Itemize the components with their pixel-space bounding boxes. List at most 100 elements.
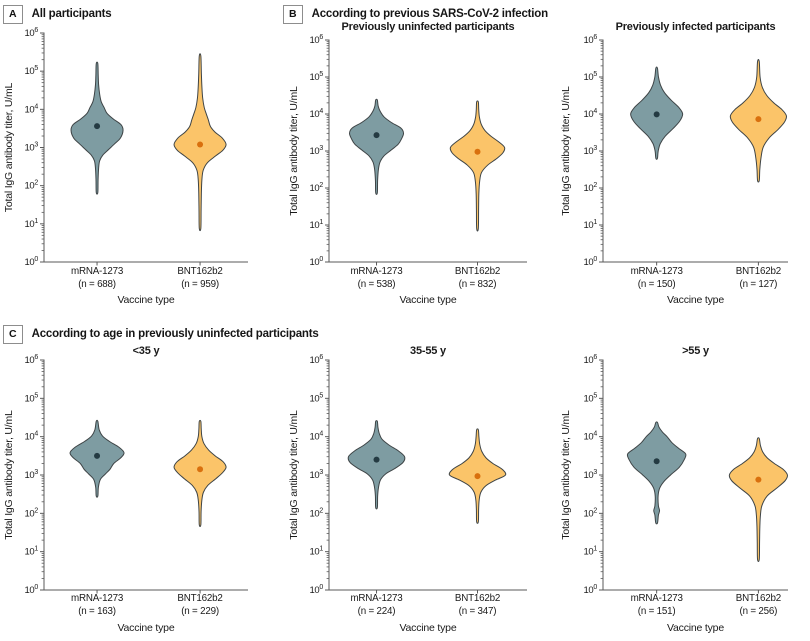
x-tick-label-n: (n = 256) xyxy=(740,606,778,617)
median-dot-BNT162b2 xyxy=(474,473,481,480)
x-tick-label-n: (n = 224) xyxy=(358,606,396,617)
y-tick-label: 100 xyxy=(309,584,323,596)
y-tick-label: 101 xyxy=(24,546,38,558)
x-tick-label-vaccine: mRNA-1273 xyxy=(71,266,124,277)
y-tick-label: 105 xyxy=(24,65,38,77)
x-axis-title: Vaccine type xyxy=(400,622,457,634)
y-axis-title: Total IgG antibody titer, U/mL xyxy=(560,410,572,540)
y-tick-label: 101 xyxy=(309,219,323,231)
median-dot-BNT162b2 xyxy=(755,476,762,483)
x-axis-title: Vaccine type xyxy=(118,622,175,634)
y-tick-label: 100 xyxy=(24,256,38,268)
y-tick-label: 103 xyxy=(309,469,323,481)
panel-a-title: All participants xyxy=(31,8,112,21)
x-tick-label-n: (n = 127) xyxy=(740,279,778,290)
panel-a-letter-box: A xyxy=(3,5,23,24)
y-tick-label: 103 xyxy=(24,469,38,481)
panel-c-left: C According to age in previously uninfec… xyxy=(0,320,319,641)
y-tick-label: 100 xyxy=(583,584,597,596)
panel-a-header: A All participants xyxy=(3,5,112,24)
subplot-title: Previously infected participants xyxy=(616,21,776,33)
x-tick-label-n: (n = 959) xyxy=(181,279,219,290)
x-tick-label-n: (n = 163) xyxy=(78,606,116,617)
subplot-title: 35-55 y xyxy=(410,345,447,357)
panel-c-letter-box: C xyxy=(3,325,23,344)
y-axis-title: Total IgG antibody titer, U/mL xyxy=(288,410,300,540)
median-dot-mRNA-1273 xyxy=(94,123,101,130)
y-tick-label: 102 xyxy=(583,182,597,194)
violin-mRNA-1273 xyxy=(349,98,405,195)
y-tick-label: 106 xyxy=(583,34,597,46)
y-tick-label: 104 xyxy=(583,108,597,120)
x-tick-label-vaccine: BNT162b2 xyxy=(736,593,781,604)
y-tick-label: 102 xyxy=(309,507,323,519)
y-tick-label: 106 xyxy=(583,354,597,366)
y-tick-label: 101 xyxy=(583,219,597,231)
y-axis-title: Total IgG antibody titer, U/mL xyxy=(3,410,15,540)
x-tick-label-vaccine: BNT162b2 xyxy=(455,593,500,604)
y-tick-label: 102 xyxy=(24,180,38,192)
y-tick-label: 102 xyxy=(583,507,597,519)
panel-c-middle: 35-55 y 100 101 102 103 104 105 106 Total IgG an… xyxy=(280,320,540,641)
y-tick-label: 100 xyxy=(583,256,597,268)
y-tick-label: 101 xyxy=(583,546,597,558)
panel-a: A All participants 100 101 102 103 104 105 106… xyxy=(0,0,280,320)
x-tick-label-vaccine: mRNA-1273 xyxy=(631,266,684,277)
x-axis-title: Vaccine type xyxy=(400,294,457,306)
x-tick-label-vaccine: mRNA-1273 xyxy=(631,593,684,604)
violin-chart-B1: Previously uninfected participants 100 101… xyxy=(288,21,527,306)
subplot-title: <35 y xyxy=(133,345,161,357)
y-tick-label: 105 xyxy=(309,71,323,83)
y-tick-label: 105 xyxy=(583,392,597,404)
x-tick-label-n: (n = 150) xyxy=(638,279,676,290)
violin-chart-C3: >55 y 100 101 102 103 104 105 106 Total IgG anti… xyxy=(560,345,788,634)
y-tick-label: 102 xyxy=(24,507,38,519)
panel-b-right: Previously infected participants 100 101 10… xyxy=(540,0,810,320)
x-tick-label-vaccine: mRNA-1273 xyxy=(350,593,403,604)
violin-chart-B2: Previously infected participants 100 101 10… xyxy=(560,21,788,306)
x-tick-label-vaccine: BNT162b2 xyxy=(736,266,781,277)
y-tick-label: 103 xyxy=(24,142,38,154)
panel-b-title: According to previous SARS-CoV-2 infecti… xyxy=(311,8,549,21)
y-tick-label: 106 xyxy=(24,27,38,39)
y-tick-label: 106 xyxy=(309,354,323,366)
y-tick-label: 101 xyxy=(309,546,323,558)
y-tick-label: 104 xyxy=(24,431,38,443)
violin-mRNA-1273 xyxy=(347,420,406,510)
x-tick-label-vaccine: mRNA-1273 xyxy=(71,593,124,604)
panel-c-title: According to age in previously uninfecte… xyxy=(31,328,319,341)
y-axis-title: Total IgG antibody titer, U/mL xyxy=(3,82,15,212)
y-axis-title: Total IgG antibody titer, U/mL xyxy=(288,86,300,216)
violin-chart-C1: <35 y 100 101 102 103 104 105 106 Total IgG anti… xyxy=(3,345,248,634)
x-tick-label-vaccine: BNT162b2 xyxy=(177,593,222,604)
median-dot-BNT162b2 xyxy=(197,466,204,473)
x-tick-label-n: (n = 229) xyxy=(181,606,219,617)
x-axis-title: Vaccine type xyxy=(667,294,724,306)
violin-BNT162b2 xyxy=(173,419,227,528)
subplot-title: Previously uninfected participants xyxy=(342,21,515,33)
x-tick-label-vaccine: mRNA-1273 xyxy=(350,266,403,277)
y-tick-label: 105 xyxy=(24,392,38,404)
median-dot-BNT162b2 xyxy=(755,116,762,123)
median-dot-mRNA-1273 xyxy=(373,132,380,139)
y-tick-label: 100 xyxy=(24,584,38,596)
x-tick-label-n: (n = 688) xyxy=(78,279,116,290)
violin-BNT162b2 xyxy=(449,100,506,232)
panel-c-header: C According to age in previously uninfec… xyxy=(3,325,319,344)
violin-chart-A: 100 101 102 103 104 105 106 Total IgG antibody … xyxy=(3,27,248,306)
violin-BNT162b2 xyxy=(728,437,788,562)
panel-b-left: B According to previous SARS-CoV-2 infec… xyxy=(280,0,548,320)
y-tick-label: 103 xyxy=(309,145,323,157)
violin-mRNA-1273 xyxy=(626,421,687,525)
x-tick-label-n: (n = 151) xyxy=(638,606,676,617)
panel-b-header: B According to previous SARS-CoV-2 infec… xyxy=(283,5,548,24)
median-dot-BNT162b2 xyxy=(474,148,481,155)
y-tick-label: 101 xyxy=(24,218,38,230)
y-tick-label: 106 xyxy=(24,354,38,366)
median-dot-mRNA-1273 xyxy=(373,456,380,463)
y-tick-label: 105 xyxy=(309,392,323,404)
subplot-title: >55 y xyxy=(682,345,710,357)
violin-chart-C2: 35-55 y 100 101 102 103 104 105 106 Total IgG an… xyxy=(288,345,527,634)
